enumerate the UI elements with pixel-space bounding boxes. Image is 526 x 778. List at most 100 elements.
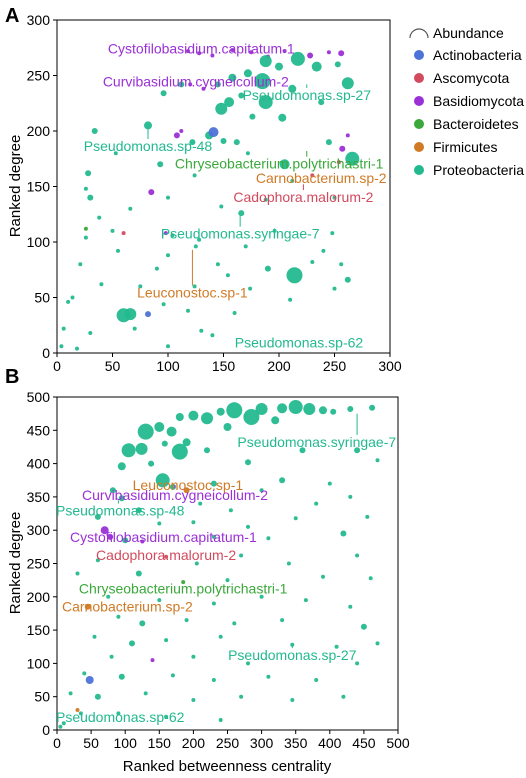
panel-a-point: [344, 276, 351, 283]
panel-b-point: [348, 494, 353, 499]
panel-a-point: [70, 295, 75, 300]
panel-b-point: [327, 481, 332, 486]
panel-a-point: [113, 151, 118, 156]
panel-a-annotation-label: Pseudomonas.sp-27: [243, 87, 372, 103]
panel-b-annotation-label: Cadophora.malorum-2: [96, 547, 236, 563]
panel-b-point: [137, 423, 154, 440]
panel-b-point: [170, 673, 175, 678]
panel-b-point: [184, 618, 189, 623]
panel-a-point: [128, 206, 133, 211]
legend-swatch: [414, 165, 424, 175]
panel-a-y-tick-label: 100: [27, 234, 51, 250]
panel-b-point: [319, 406, 327, 415]
panel-a-point: [220, 138, 227, 144]
legend-label: Basidiomycota: [433, 93, 524, 109]
panel-a-annotation-label: Curvibasidium.cygneicollum-2: [103, 74, 289, 90]
panel-b-point: [211, 534, 216, 539]
panel-a-point: [288, 297, 293, 302]
panel-b-point: [228, 508, 233, 513]
panel-b-point: [61, 721, 66, 726]
panel-b-point: [211, 678, 216, 682]
panel-a-point: [238, 210, 245, 217]
panel-b-annotation-label: Chryseobacterium.polytrichastri-1: [79, 581, 288, 597]
panel-b-point: [171, 443, 188, 460]
panel-b-point: [211, 601, 216, 606]
panel-a-point: [290, 51, 305, 66]
panel-a-point: [264, 265, 271, 272]
panel-a-point: [110, 228, 115, 233]
panel-b-point: [183, 487, 190, 494]
panel-a-point: [215, 262, 220, 267]
panel-b-point: [95, 558, 100, 563]
panel-a-point: [83, 235, 88, 240]
panel-a-point: [326, 50, 331, 55]
panel-b-point: [340, 530, 347, 537]
panel-a-point: [154, 266, 159, 271]
panel-a-point: [144, 121, 152, 130]
panel-b-point: [266, 674, 271, 679]
panel-a-point: [160, 90, 167, 97]
panel-b-point: [85, 676, 94, 684]
panel-b-point: [348, 604, 353, 609]
panel-b-point: [164, 554, 169, 559]
panel-b-x-ticks: 0 50 100 150 200 250 300 350 400 450 500: [53, 730, 410, 751]
panel-b-x-tick-label: 300: [250, 735, 274, 751]
panel-a-point: [310, 173, 315, 178]
panel-a-y-tick-label: 200: [27, 123, 51, 139]
panel-b-point: [243, 409, 260, 425]
panel-a-point: [189, 139, 196, 146]
panel-b-point: [218, 718, 223, 722]
panel-b-x-tick-label: 0: [53, 735, 61, 751]
panel-b-point: [94, 693, 101, 700]
legend-label: Firmicutes: [433, 139, 498, 155]
panel-a-point: [334, 61, 341, 68]
panel-b-point: [155, 473, 170, 488]
panel-b-point: [246, 524, 250, 529]
panel-a-point: [85, 170, 92, 177]
legend-size-title: Abundance: [433, 25, 504, 41]
panel-b-y-tick-label: 250: [27, 556, 51, 572]
panel-a-point: [321, 248, 326, 253]
panel-a-point: [249, 50, 254, 55]
panel-a-point: [290, 178, 295, 183]
panel-a-point: [275, 62, 283, 71]
panel-a-point: [192, 284, 197, 289]
panel-b-point: [116, 711, 121, 716]
panel-b-point: [277, 403, 288, 414]
panel-a-point: [224, 97, 235, 108]
panel-a-point: [166, 344, 170, 349]
panel-a-point: [278, 113, 287, 122]
panel-b-point: [259, 594, 264, 599]
panel-a-point: [145, 311, 151, 318]
panel-a-point: [258, 95, 273, 110]
panel-b-point: [191, 520, 196, 525]
panel-b-point: [194, 561, 199, 566]
panel-b-point: [135, 570, 142, 577]
panel-b-x-tick-label: 500: [386, 735, 410, 751]
panel-b-point: [75, 571, 80, 576]
panel-b-point: [169, 483, 176, 490]
panel-b-y-tick-label: 400: [27, 456, 51, 472]
panel-a-y-axis-title: Ranked degree: [7, 135, 24, 238]
panel-b-point: [191, 698, 196, 702]
panel-b-point: [271, 416, 280, 425]
panel-b-y-tick-label: 200: [27, 589, 51, 605]
panel-a-annotations: Cystofilobasidium.capitatum-1 Curvibasidi…: [84, 40, 387, 350]
panel-a-point: [332, 286, 337, 291]
panel-a-point: [286, 267, 303, 284]
panel-b-point: [117, 462, 126, 471]
panel-b-point: [92, 634, 97, 639]
panel-b-y-tick-label: 0: [42, 722, 50, 738]
panel-a-point: [88, 331, 93, 335]
panel-a-point: [186, 49, 190, 54]
panel-a-point: [59, 344, 64, 349]
panel-a-y-tick-label: 150: [27, 179, 51, 195]
panel-a-annotation-label: Cadophora.malorum-2: [233, 189, 373, 205]
panel-letter-b: B: [5, 366, 19, 388]
panel-a-point: [228, 73, 237, 82]
panel-b-y-tick-label: 100: [27, 655, 51, 671]
panel-b-point: [121, 443, 136, 458]
panel-a-point: [124, 308, 137, 321]
panel-a-point: [83, 226, 88, 231]
legend-swatch: [414, 73, 424, 83]
